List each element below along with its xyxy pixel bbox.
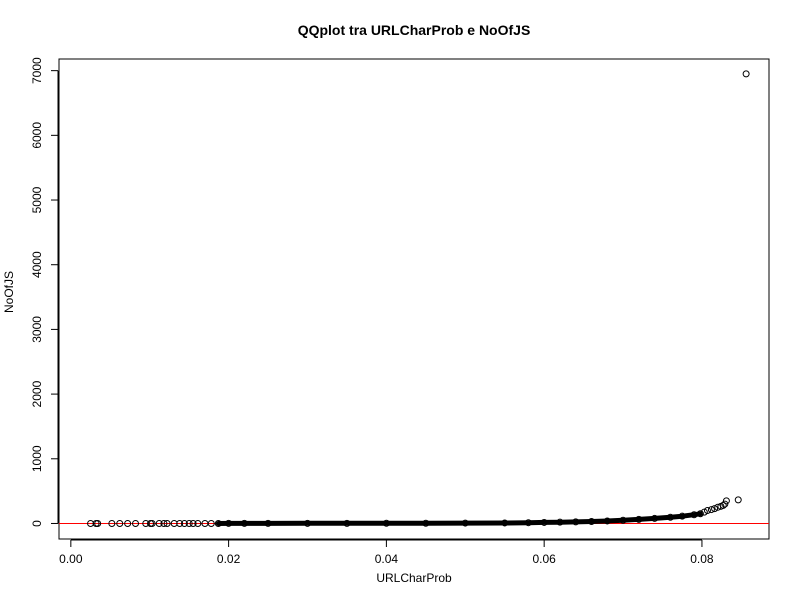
y-tick-label: 4000 [30,251,44,278]
data-point [207,519,215,527]
y-axis: 0 1000 2000 3000 4000 5000 6000 7000 [30,57,59,527]
data-point [94,519,102,527]
x-axis-label: URLCharProb [376,571,452,585]
y-tick-label: 3000 [30,316,44,343]
y-tick-label: 0 [30,520,44,527]
data-point [160,519,168,527]
y-tick-label: 6000 [30,122,44,149]
data-point [719,501,727,509]
data-point [132,519,140,527]
data-point [721,500,729,508]
data-point [163,519,171,527]
x-tick-label: 0.08 [690,552,714,566]
data-point [703,507,711,515]
data-point [711,505,719,513]
data-point [707,506,715,514]
plot-area-frame [58,58,770,540]
data-point [189,519,197,527]
data-point [180,519,188,527]
x-tick-label: 0.06 [532,552,556,566]
y-tick-label: 5000 [30,186,44,213]
y-tick-label: 7000 [30,57,44,84]
data-point [722,497,730,505]
data-point [108,519,116,527]
data-point [155,519,163,527]
x-axis: 0.00 0.02 0.04 0.06 0.08 [59,539,714,566]
data-point [742,70,750,78]
dense-point-band [215,511,703,526]
data-point [185,519,193,527]
y-tick-label: 1000 [30,445,44,472]
data-point [116,519,124,527]
data-point [148,519,156,527]
data-point [124,519,132,527]
x-tick-label: 0.02 [217,552,241,566]
data-point [734,496,742,504]
data-point [176,519,184,527]
data-points [87,70,750,527]
y-axis-label: NoOfJS [2,271,16,313]
data-point [194,519,202,527]
x-tick-label: 0.00 [59,552,83,566]
y-tick-label: 2000 [30,380,44,407]
x-tick-label: 0.04 [375,552,399,566]
chart-title: QQplot tra URLCharProb e NoOfJS [298,22,531,38]
